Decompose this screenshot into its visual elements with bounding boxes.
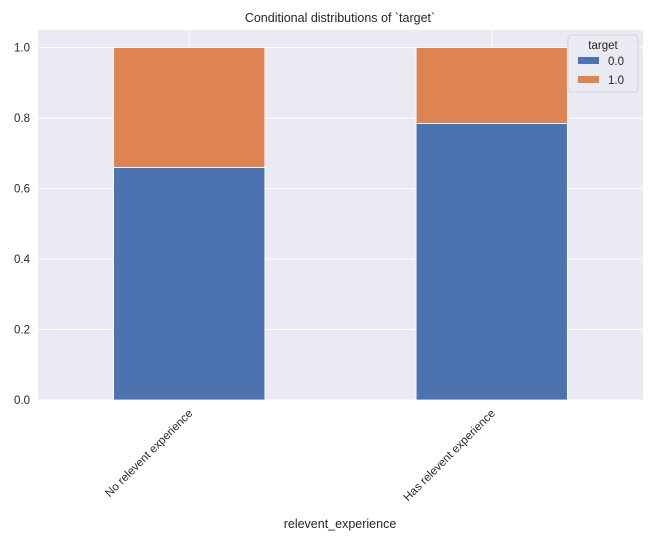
legend-swatch-1: [578, 76, 599, 83]
y-tick-label: 0.6: [14, 184, 30, 196]
legend-label-1: 1.0: [608, 75, 624, 87]
legend-title: target: [588, 40, 618, 52]
legend-label-0: 0.0: [608, 56, 624, 68]
legend: target 0.0 1.0: [567, 34, 639, 93]
x-tick-label: No relevent experience: [103, 408, 195, 500]
chart-title: Conditional distributions of `target`: [245, 11, 435, 25]
y-tick-label: 0.4: [14, 254, 31, 266]
y-tick-label: 0.0: [14, 395, 30, 407]
x-tick-labels: No relevent experience Has relevent exper…: [103, 408, 498, 504]
x-axis-label: relevent_experience: [284, 517, 397, 531]
bar-segment-1.0: [415, 47, 568, 124]
bar-segment-0.0: [113, 167, 266, 401]
x-tick-label: Has relevent experience: [402, 408, 498, 504]
legend-swatch-0: [578, 57, 599, 64]
y-tick-labels: 0.0 0.2 0.4 0.6 0.8 1.0: [14, 43, 31, 407]
y-tick-label: 0.2: [14, 325, 30, 337]
bar-segment-1.0: [113, 47, 266, 168]
bars: [113, 47, 568, 401]
bar-segment-0.0: [415, 122, 568, 401]
y-tick-label: 1.0: [14, 43, 30, 55]
y-tick-label: 0.8: [14, 113, 30, 125]
